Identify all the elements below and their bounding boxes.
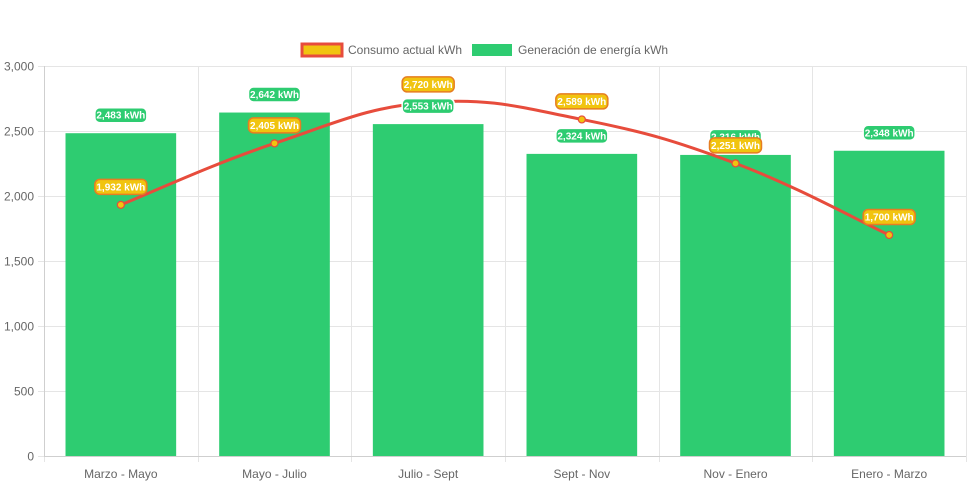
bar bbox=[680, 154, 791, 457]
x-tick-label: Sept - Nov bbox=[553, 467, 610, 481]
y-tick-label: 500 bbox=[14, 385, 34, 399]
bar bbox=[526, 153, 638, 456]
line-point bbox=[270, 139, 279, 148]
bar bbox=[372, 124, 484, 457]
y-tick-label: 3,000 bbox=[4, 60, 34, 74]
axes: 0 500 1,000 1,500 2,000 2,500 3,000 Marzo - May… bbox=[4, 60, 966, 481]
line-data-label-box bbox=[401, 76, 455, 93]
line-point bbox=[731, 159, 740, 168]
legend-label-consumo: Consumo actual kWh bbox=[348, 43, 462, 57]
legend-swatch-consumo bbox=[300, 42, 344, 58]
x-tick-label: Enero - Marzo bbox=[851, 467, 927, 481]
legend: Consumo actual kWh Generación de energía … bbox=[300, 42, 668, 58]
line-data-label-box bbox=[247, 117, 302, 134]
line-data-label-box bbox=[555, 93, 609, 110]
bar-data-label: 2,483 kWh bbox=[94, 106, 148, 124]
bar-data-label: 2,348 kWh bbox=[862, 124, 916, 142]
line-data-label: 1,932 kWh bbox=[94, 178, 148, 196]
bar-data-label-box bbox=[247, 86, 302, 103]
bar-data-label-text: 2,483 kWh bbox=[96, 111, 145, 122]
bar-data-label-text: 2,348 kWh bbox=[865, 128, 914, 139]
line-data-label-box bbox=[708, 137, 763, 154]
line-point bbox=[577, 115, 586, 124]
bar-data-label-box bbox=[401, 97, 455, 115]
bar-data-label-box bbox=[555, 127, 609, 145]
bar-data-label-text: 2,324 kWh bbox=[557, 131, 606, 142]
line-data-label: 2,589 kWh bbox=[555, 93, 609, 110]
x-tick-label: Nov - Enero bbox=[703, 467, 767, 481]
legend-swatch-generacion bbox=[472, 44, 512, 56]
y-tick-label: 0 bbox=[27, 450, 34, 464]
bar bbox=[833, 150, 945, 456]
bar-data-label: 2,553 kWh bbox=[401, 97, 455, 115]
line-data-label-text: 2,720 kWh bbox=[404, 80, 453, 91]
bar bbox=[219, 112, 330, 456]
line-path bbox=[120, 99, 890, 237]
line-data-label-text: 2,405 kWh bbox=[250, 121, 299, 132]
x-tick-label: Julio - Sept bbox=[398, 467, 459, 481]
line-point bbox=[116, 200, 125, 209]
grid bbox=[38, 66, 967, 462]
bar-data-label-text: 2,553 kWh bbox=[404, 102, 453, 113]
x-tick-label: Marzo - Mayo bbox=[84, 467, 158, 481]
y-tick-label: 1,500 bbox=[4, 255, 34, 269]
line-data-label-text: 1,700 kWh bbox=[865, 213, 914, 224]
line-data-label-text: 2,589 kWh bbox=[557, 97, 606, 108]
y-tick-label: 1,000 bbox=[4, 320, 34, 334]
line-data-label: 1,700 kWh bbox=[862, 208, 916, 226]
x-tick-label: Mayo - Julio bbox=[242, 467, 307, 481]
line-data-label-box bbox=[94, 178, 148, 196]
legend-label-generacion: Generación de energía kWh bbox=[518, 43, 668, 57]
legend-item-generacion: Generación de energía kWh bbox=[472, 43, 668, 57]
line-point bbox=[885, 230, 894, 240]
line-data-label: 2,405 kWh bbox=[247, 117, 302, 134]
bar-series bbox=[65, 112, 945, 457]
line-data-label-box bbox=[862, 208, 916, 226]
line-data-label: 2,720 kWh bbox=[401, 76, 455, 93]
bar-data-label-text: 2,642 kWh bbox=[250, 90, 299, 101]
bar-data-label-box bbox=[862, 124, 916, 142]
line-data-label-text: 2,251 kWh bbox=[711, 141, 760, 152]
bar-data-label: 2,642 kWh bbox=[247, 86, 302, 103]
legend-item-consumo: Consumo actual kWh bbox=[300, 42, 462, 58]
bar-data-label-box bbox=[94, 106, 148, 124]
y-tick-label: 2,000 bbox=[4, 190, 34, 204]
line-data-label: 2,251 kWh bbox=[708, 137, 763, 154]
bar-data-label: 2,324 kWh bbox=[555, 127, 609, 145]
line-data-label-text: 1,932 kWh bbox=[96, 182, 145, 193]
y-tick-label: 2,500 bbox=[4, 125, 34, 139]
